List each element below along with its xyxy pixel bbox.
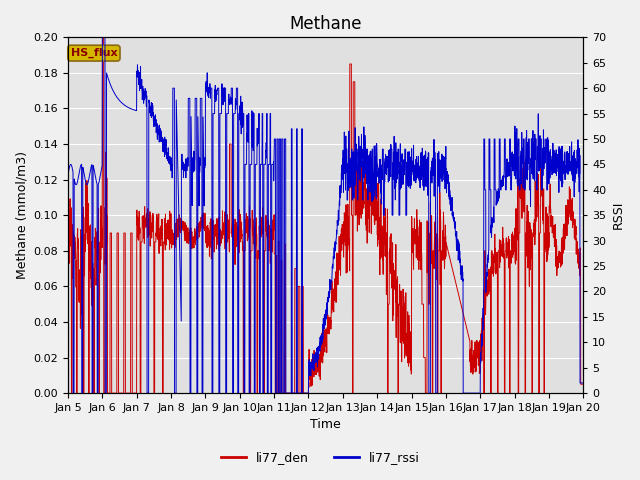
Title: Methane: Methane [289,15,362,33]
Legend: li77_den, li77_rssi: li77_den, li77_rssi [216,446,424,469]
X-axis label: Time: Time [310,419,341,432]
Text: HS_flux: HS_flux [70,48,117,58]
Y-axis label: Methane (mmol/m3): Methane (mmol/m3) [15,151,28,279]
Y-axis label: RSSI: RSSI [612,201,625,229]
